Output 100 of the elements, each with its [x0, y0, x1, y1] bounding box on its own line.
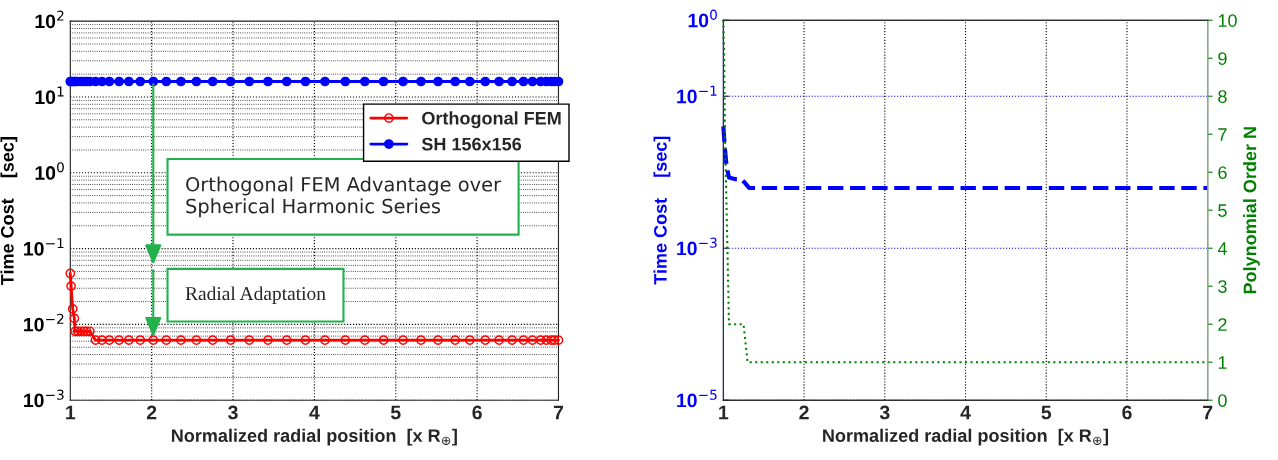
- x-tick-label: 5: [390, 405, 401, 420]
- point: [263, 335, 273, 345]
- point: [135, 335, 146, 345]
- y-tick-label: 10$^{−2}$: [24, 313, 64, 332]
- point: [281, 76, 292, 87]
- point: [480, 335, 491, 345]
- x-tick-label: 5: [1041, 405, 1052, 420]
- point: [378, 335, 389, 345]
- line-series: [721, 124, 1210, 191]
- legend-label: SH 156x156: [421, 137, 522, 151]
- point: [97, 335, 107, 345]
- x-tick-label: 3: [879, 405, 890, 420]
- point: [191, 335, 202, 345]
- y2-tick-label: 3: [1218, 280, 1227, 293]
- x-axis-title: Normalized radial position [x R$_{⊕}$]: [823, 428, 1109, 446]
- point: [300, 76, 311, 87]
- point: [114, 335, 124, 345]
- y2-tick-label: 6: [1218, 166, 1227, 179]
- y-axis-title: Time Cost [sec]: [653, 136, 671, 285]
- y2-tick-label: 4: [1217, 242, 1227, 255]
- point: [507, 76, 517, 87]
- point: [398, 335, 408, 345]
- point: [359, 335, 370, 345]
- point: [300, 335, 311, 345]
- y-axis-title: Time Cost [sec]: [0, 137, 18, 286]
- point: [507, 335, 517, 345]
- point: [135, 76, 146, 87]
- annotation: Radial Adaptation: [185, 286, 326, 305]
- point: [450, 76, 461, 87]
- point: [67, 304, 78, 314]
- point: [124, 76, 134, 87]
- point: [65, 268, 76, 279]
- x-tick-label: 1: [66, 405, 76, 420]
- y-tick-label: 10$^{−3}$: [677, 237, 717, 256]
- x-tick-label: 7: [1203, 405, 1213, 420]
- point: [161, 76, 172, 87]
- point: [225, 335, 236, 345]
- point: [340, 335, 351, 345]
- y2-tick-label: 8: [1218, 90, 1227, 103]
- point: [90, 335, 101, 345]
- point: [263, 76, 273, 87]
- point: [176, 335, 186, 345]
- point: [191, 76, 202, 87]
- y2-tick-label: 2: [1218, 318, 1227, 331]
- y-tick-label: 10$^{−1}$: [24, 238, 64, 256]
- x-tick-label: 2: [146, 405, 157, 420]
- x-axis-title: Normalized radial position [x R$_{⊕}$]: [171, 428, 457, 446]
- y2-tick-label: 7: [1218, 128, 1227, 141]
- x-tick-label: 1: [719, 405, 729, 420]
- y2-axis-title: Polynomial Order N: [1243, 127, 1260, 294]
- y-tick-label: 10$^{1}$: [35, 86, 64, 105]
- x-tick-label: 2: [799, 405, 809, 420]
- point: [207, 335, 218, 345]
- point: [225, 76, 236, 87]
- y-tick-label: 10$^{−1}$: [677, 85, 717, 104]
- point: [340, 76, 351, 87]
- x-tick-label: 7: [553, 405, 564, 420]
- legend-label: Orthogonal FEM: [422, 111, 561, 129]
- y-tick-label: 10$^{−3}$: [24, 389, 64, 408]
- y-tick-label: 10$^{0}$: [35, 162, 64, 180]
- point: [176, 76, 186, 87]
- x-tick-label: 4: [960, 405, 971, 420]
- x-tick-label: 3: [228, 405, 238, 420]
- x-tick-label: 6: [472, 405, 482, 420]
- point: [464, 76, 475, 87]
- point: [541, 335, 552, 345]
- x-tick-label: 4: [309, 405, 320, 420]
- point: [320, 76, 330, 87]
- point: [535, 335, 546, 345]
- point: [464, 335, 475, 345]
- y2-tick-label: 1: [1218, 356, 1227, 369]
- point: [148, 335, 159, 345]
- point: [416, 76, 426, 87]
- point: [66, 281, 76, 291]
- point: [244, 335, 255, 345]
- point: [359, 76, 370, 87]
- x-tick-label: 6: [1122, 405, 1132, 420]
- point: [518, 76, 529, 87]
- annotation: Orthogonal FEM Advantage over Spherical Harmonic Series: [186, 176, 502, 218]
- point: [433, 76, 443, 87]
- point: [527, 335, 538, 345]
- y2-tick-label: 0: [1218, 394, 1227, 407]
- y2-tick-label: 9: [1218, 52, 1227, 65]
- point: [450, 335, 461, 345]
- y2-tick-label: 5: [1218, 204, 1227, 217]
- point: [320, 335, 330, 345]
- point: [104, 76, 115, 87]
- point: [433, 335, 443, 345]
- y-tick-label: 10$^{0}$: [688, 9, 717, 28]
- point: [494, 76, 504, 87]
- point: [69, 313, 80, 324]
- y-tick-label: 10$^{−5}$: [677, 389, 717, 408]
- point: [114, 76, 124, 87]
- point: [378, 76, 389, 87]
- point: [518, 335, 529, 345]
- y-tick-label: 10$^{2}$: [35, 10, 64, 29]
- point: [553, 335, 564, 345]
- point: [104, 335, 115, 345]
- point: [281, 335, 292, 345]
- point: [494, 335, 504, 345]
